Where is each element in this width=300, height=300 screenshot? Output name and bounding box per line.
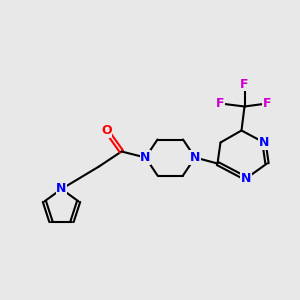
Text: N: N (241, 172, 251, 185)
Text: N: N (56, 182, 67, 196)
Text: F: F (216, 97, 225, 110)
Text: N: N (140, 151, 151, 164)
Text: F: F (263, 97, 271, 110)
Text: N: N (190, 151, 200, 164)
Text: F: F (240, 77, 249, 91)
Text: N: N (259, 136, 269, 149)
Text: O: O (101, 124, 112, 137)
